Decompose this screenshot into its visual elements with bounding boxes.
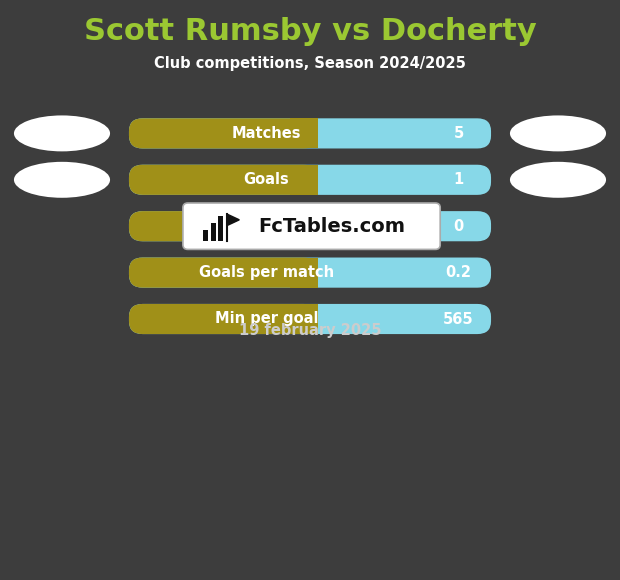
FancyBboxPatch shape: [211, 223, 216, 241]
FancyBboxPatch shape: [129, 211, 317, 241]
Text: Scott Rumsby vs Docherty: Scott Rumsby vs Docherty: [84, 17, 536, 46]
Text: Min per goal: Min per goal: [215, 311, 318, 327]
Text: 19 february 2025: 19 february 2025: [239, 323, 381, 338]
Text: 565: 565: [443, 311, 474, 327]
Text: Matches: Matches: [232, 126, 301, 141]
Text: Club competitions, Season 2024/2025: Club competitions, Season 2024/2025: [154, 56, 466, 71]
FancyBboxPatch shape: [290, 304, 319, 334]
Ellipse shape: [14, 162, 110, 198]
FancyBboxPatch shape: [290, 118, 319, 148]
FancyBboxPatch shape: [129, 304, 317, 334]
FancyBboxPatch shape: [129, 165, 491, 195]
Ellipse shape: [14, 115, 110, 151]
Text: Hattricks: Hattricks: [229, 219, 304, 234]
FancyBboxPatch shape: [129, 165, 317, 195]
FancyBboxPatch shape: [129, 258, 491, 288]
FancyBboxPatch shape: [129, 304, 491, 334]
FancyBboxPatch shape: [129, 211, 491, 241]
FancyBboxPatch shape: [290, 258, 319, 288]
Text: 1: 1: [453, 172, 464, 187]
FancyBboxPatch shape: [129, 118, 491, 148]
FancyBboxPatch shape: [203, 230, 208, 241]
Text: 0: 0: [453, 219, 464, 234]
FancyBboxPatch shape: [129, 258, 317, 288]
Text: Goals: Goals: [244, 172, 290, 187]
Text: 5: 5: [453, 126, 464, 141]
FancyBboxPatch shape: [290, 211, 319, 241]
Ellipse shape: [510, 115, 606, 151]
FancyBboxPatch shape: [290, 165, 319, 195]
Text: Goals per match: Goals per match: [199, 265, 334, 280]
Text: FcTables.com: FcTables.com: [259, 217, 405, 235]
Ellipse shape: [510, 162, 606, 198]
FancyBboxPatch shape: [218, 216, 223, 241]
FancyBboxPatch shape: [183, 203, 440, 249]
FancyBboxPatch shape: [129, 118, 317, 148]
Polygon shape: [227, 214, 239, 226]
Text: 0.2: 0.2: [445, 265, 471, 280]
